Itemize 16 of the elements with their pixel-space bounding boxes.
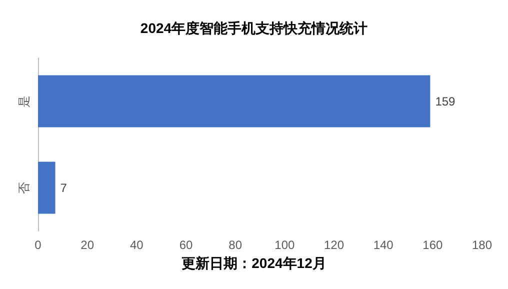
text: 更新日期：2024年12月 [182,255,326,271]
chart-title: 2024年度智能手机支持快充情况统计 [140,20,368,36]
x-tick-label: 140 [373,238,394,252]
x-tick-label: 160 [422,238,443,252]
x-tick-label: 180 [472,238,492,252]
x-tick-label: 40 [130,238,144,252]
x-tick-label: 100 [274,238,295,252]
data-label: 159 [435,94,456,108]
x-tick-label: 0 [34,238,42,252]
x-tick-label: 20 [80,238,94,252]
x-tick-label: 60 [179,238,193,252]
y-tick-label: 否 [17,182,31,194]
y-tick-label: 是 [17,95,31,108]
x-tick-label: 80 [228,238,242,252]
x-tick-label: 120 [324,238,344,252]
data-label: 7 [60,180,68,195]
